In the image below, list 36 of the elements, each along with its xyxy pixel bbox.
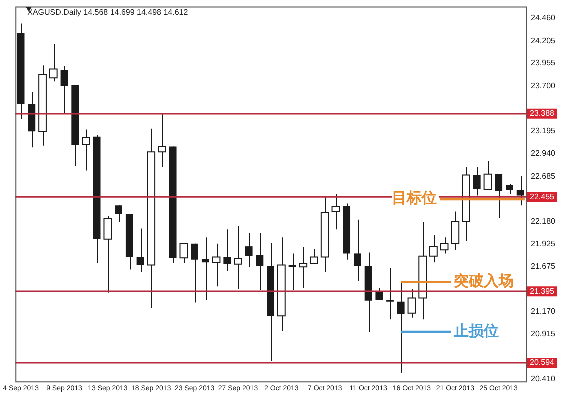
y-tick-label: 21.925 (531, 240, 556, 249)
y-tick-label: 22.685 (531, 172, 556, 181)
ref-line-label: 20.594 (530, 358, 556, 368)
ref-line-label: 突破入场 (453, 272, 514, 290)
ref-line-label: 目标位 (392, 189, 438, 208)
candlestick (136, 228, 144, 273)
ref-line-label: 21.395 (530, 286, 556, 296)
candlestick (397, 282, 405, 374)
y-tick-label: 22.180 (531, 216, 556, 226)
ref-line-label: 止损位 (453, 322, 500, 340)
y-tick-label: 23.195 (531, 126, 556, 136)
candlestick (386, 267, 394, 320)
candlestick (191, 243, 198, 304)
y-tick-label: 24.460 (531, 14, 556, 23)
y-tick-label: 22.940 (531, 149, 556, 158)
candlestick (516, 176, 524, 206)
candlestick (473, 166, 481, 196)
y-tick-label: 21.170 (531, 306, 556, 316)
candlestick (354, 219, 362, 282)
candlestick (115, 205, 122, 223)
candlestick (506, 184, 514, 194)
chart-title: XAGUSD.Daily 14.568 14.699 14.498 14.612 (28, 8, 189, 18)
candlestick (495, 174, 503, 219)
y-tick-label: 23.955 (531, 58, 556, 68)
y-tick-label: 20.915 (531, 330, 556, 339)
y-tick-label: 20.410 (531, 374, 556, 384)
ref-line-label: 22.455 (530, 192, 556, 202)
y-tick-label: 24.205 (531, 36, 556, 46)
candlestick (245, 232, 253, 268)
y-tick-label: 23.700 (531, 81, 556, 90)
candlestick (224, 229, 232, 272)
ref-line-label: 23.388 (530, 109, 556, 118)
candlestick (202, 237, 210, 301)
candlestick (60, 66, 68, 114)
candlestick (256, 232, 264, 291)
y-tick-label: 21.675 (531, 262, 556, 271)
